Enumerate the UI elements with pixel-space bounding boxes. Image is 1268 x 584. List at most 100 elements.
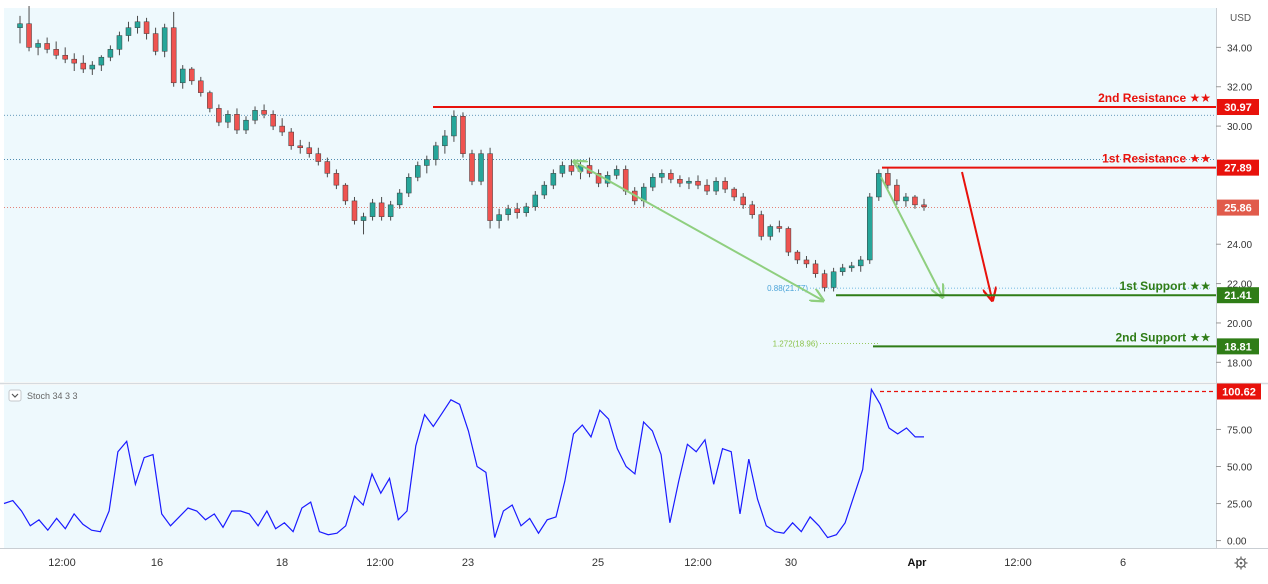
candle-body xyxy=(912,196,918,206)
candle-body xyxy=(297,145,303,149)
currency-label: USD xyxy=(1230,13,1251,24)
candle-body xyxy=(659,173,665,178)
candle-body xyxy=(306,147,313,154)
time-tick-label: 12:00 xyxy=(366,557,394,569)
candle-body xyxy=(71,58,77,64)
candle-body xyxy=(839,267,846,273)
price-tick-label: 34.00 xyxy=(1227,43,1252,54)
candle-body xyxy=(225,114,231,123)
candle xyxy=(53,41,59,60)
candle-body xyxy=(261,110,267,115)
candle xyxy=(261,104,267,119)
time-tick-label: 12:00 xyxy=(48,557,76,569)
candle xyxy=(315,147,322,166)
candle-body xyxy=(749,204,755,215)
current-price-badge xyxy=(1217,199,1259,216)
candle xyxy=(921,198,927,211)
candle xyxy=(912,195,918,209)
level-price-badge xyxy=(1217,287,1259,304)
candle-body xyxy=(876,173,882,198)
collapse-toggle[interactable] xyxy=(8,389,22,402)
candle-body xyxy=(89,64,96,70)
stoch-legend[interactable]: Stoch 34 3 3 xyxy=(8,389,78,402)
candle-body xyxy=(487,153,493,221)
candle-body xyxy=(505,208,511,215)
candle xyxy=(333,169,340,190)
candle-body xyxy=(442,135,448,147)
candle xyxy=(234,108,240,134)
candle-body xyxy=(207,92,213,109)
time-tick-label: 30 xyxy=(785,557,797,569)
level-price-label: 21.41 xyxy=(1224,290,1252,302)
level-1: 2nd Resistance ★★ 30.97 xyxy=(433,91,1259,116)
candle-body xyxy=(315,153,322,162)
candle xyxy=(894,179,900,205)
candle-body xyxy=(53,49,59,56)
time-tick-label: 25 xyxy=(592,557,604,569)
candle xyxy=(867,193,873,264)
candle xyxy=(189,67,195,85)
candle-body xyxy=(848,265,855,269)
chart-annotations: 0.88(21.77)1.272(18.96) xyxy=(575,162,1210,348)
chevron-down-icon xyxy=(11,393,19,398)
time-tick-label: Apr xyxy=(908,557,928,569)
candle xyxy=(297,139,303,154)
candle-body xyxy=(134,21,141,28)
stoch-value-badge xyxy=(1217,383,1261,400)
candle-body xyxy=(885,173,891,186)
candle xyxy=(405,173,412,197)
level-price-label: 27.89 xyxy=(1224,163,1252,175)
candle xyxy=(505,204,511,221)
level-price-label: 18.81 xyxy=(1224,341,1252,353)
candle-body xyxy=(713,180,719,192)
candle-body xyxy=(478,153,484,182)
level-name: 1st Support ★★ xyxy=(1119,279,1211,293)
candle xyxy=(161,23,168,58)
candle-body xyxy=(342,184,349,202)
candle xyxy=(279,118,285,136)
candle xyxy=(785,226,792,257)
candle xyxy=(559,161,566,178)
candle-body xyxy=(351,200,358,221)
candle xyxy=(80,55,87,73)
price-tick-label: 30.00 xyxy=(1227,122,1252,133)
candle-body xyxy=(424,159,430,166)
candle-body xyxy=(695,180,701,186)
level-4: 2nd Support ★★ 18.81 xyxy=(873,330,1259,355)
time-tick-label: 18 xyxy=(276,557,288,569)
fib-label: 1.272(18.96) xyxy=(773,339,819,348)
candle-body xyxy=(921,204,927,208)
candle-body xyxy=(415,165,421,178)
candle xyxy=(514,202,520,219)
candle-body xyxy=(894,184,900,202)
candle xyxy=(243,116,249,134)
candle xyxy=(288,128,294,150)
level-price-badge xyxy=(1217,159,1259,176)
candle-body xyxy=(143,21,150,34)
candle xyxy=(342,183,349,205)
candle-body xyxy=(107,49,114,58)
candle xyxy=(116,31,123,56)
candle-body xyxy=(821,273,828,288)
time-axis: 12:00 16 18 12:00 23 25 12:00 30 Apr 12:00 6 xyxy=(48,557,1126,569)
candle xyxy=(396,189,403,209)
candle-body xyxy=(152,33,159,52)
price-panel-background xyxy=(4,8,1216,382)
projection-arrow xyxy=(880,176,942,296)
level-name: 2nd Resistance ★★ xyxy=(1098,91,1211,105)
candle-body xyxy=(830,271,837,288)
level-price-badge xyxy=(1217,99,1259,116)
stochastic-indicator: 100.62 xyxy=(3,383,1261,539)
candle-body xyxy=(234,114,240,131)
stoch-line xyxy=(3,387,924,539)
gear-icon[interactable] xyxy=(1234,556,1248,570)
candle xyxy=(134,15,141,34)
candle-body xyxy=(451,116,457,137)
time-tick-label: 12:00 xyxy=(1004,557,1032,569)
candle xyxy=(532,191,539,211)
time-tick-label: 12:00 xyxy=(684,557,712,569)
price-tick-label: 18.00 xyxy=(1227,358,1252,369)
candle xyxy=(460,112,466,158)
